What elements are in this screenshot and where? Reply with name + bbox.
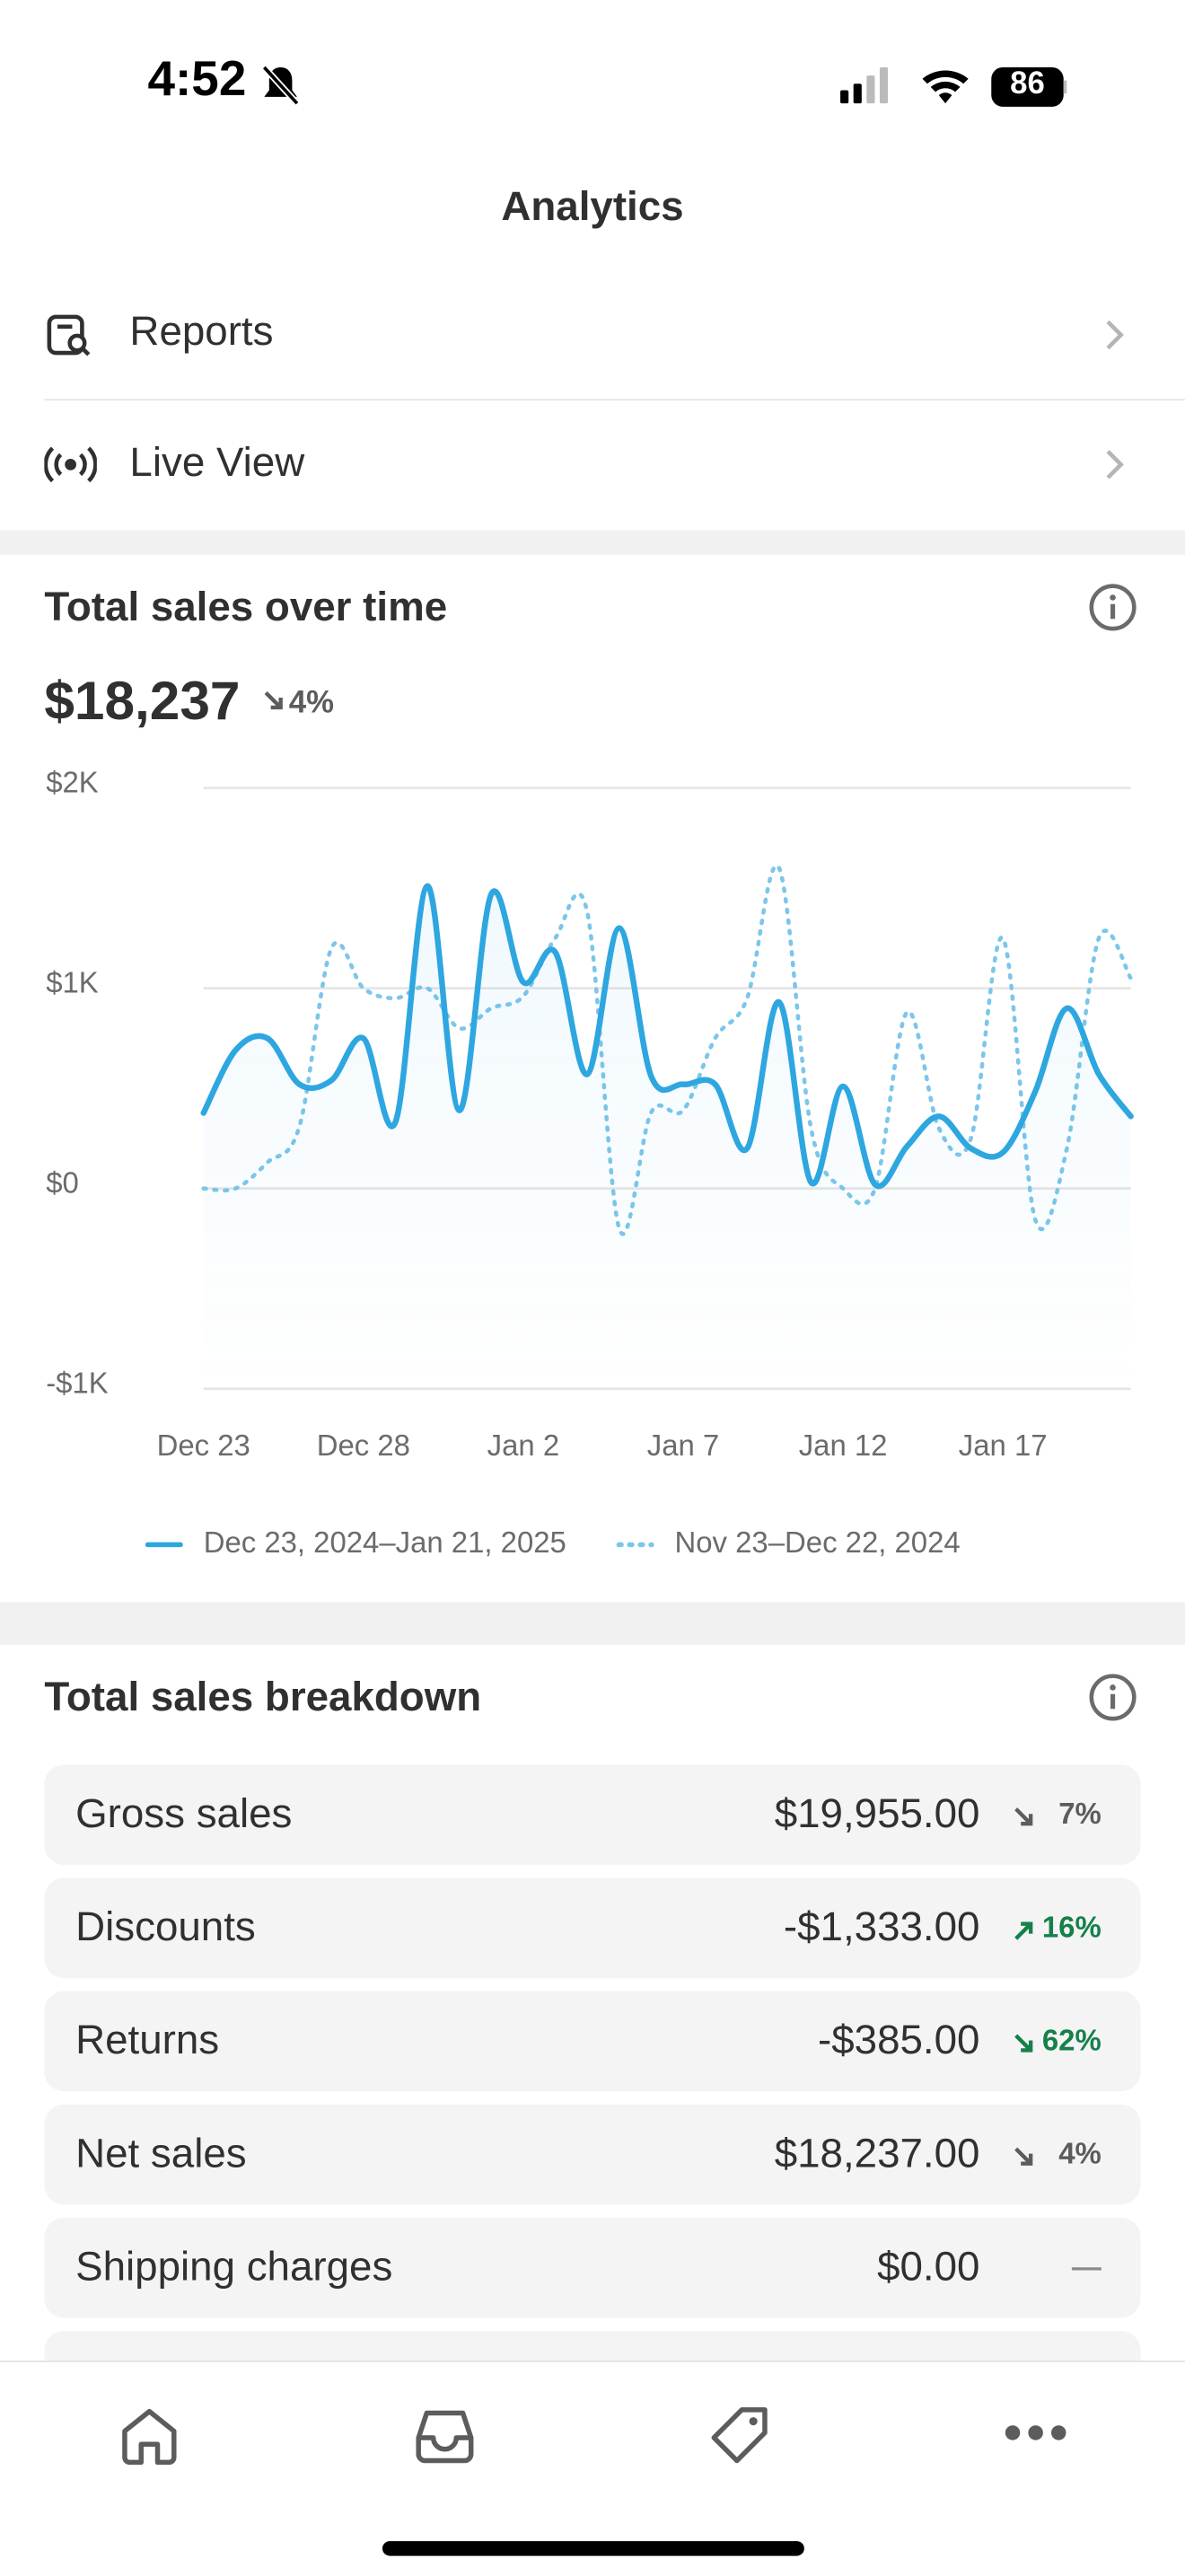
- orders-tab[interactable]: [414, 2405, 476, 2466]
- section-gap: [0, 530, 1185, 555]
- chart: -$1K $0 $1K $2K Dec 23 Dec 28 Jan 2 Jan 7 Jan 12…: [46, 766, 1134, 1559]
- row-change: 62%: [1041, 2024, 1102, 2057]
- section-gap: [0, 1602, 1185, 1645]
- page-title: Analytics: [501, 183, 684, 230]
- chevron: [1106, 320, 1124, 350]
- change-arrow: [1014, 2034, 1033, 2053]
- reports-label: Reports: [129, 308, 274, 355]
- series-line: [200, 883, 1134, 1190]
- status-icons: [840, 66, 1067, 107]
- arrow-glyph: [1014, 1807, 1033, 1826]
- row-amount: -$385.00: [818, 2017, 980, 2064]
- live-view-item[interactable]: Live View: [0, 402, 1185, 527]
- arrow-glyph: [1014, 2147, 1033, 2166]
- row-label: Gross sales: [75, 1790, 293, 1837]
- total-sales: $18,237: [44, 669, 241, 731]
- info-icon[interactable]: [1086, 581, 1139, 634]
- x-tick-label: Jan 17: [959, 1429, 1048, 1462]
- arrow-glyph: [264, 690, 283, 710]
- arrow-glyph: [1014, 1921, 1033, 1940]
- home-indicator: [382, 2541, 804, 2556]
- row-label: Net sales: [75, 2131, 247, 2177]
- home-tab[interactable]: [118, 2405, 180, 2466]
- products-tab[interactable]: [709, 2405, 771, 2466]
- live-view-icon: [44, 446, 97, 483]
- info-icon[interactable]: [1086, 1671, 1139, 1724]
- change-arrow: [1014, 1921, 1033, 1940]
- change-arrow: [264, 690, 283, 710]
- battery-level: 86: [1010, 66, 1045, 102]
- row-amount: $18,237.00: [774, 2131, 980, 2177]
- reports-icon: [47, 314, 91, 356]
- x-tick-label: Jan 7: [647, 1429, 719, 1462]
- y-tick-label: -$1K: [46, 1367, 109, 1400]
- x-tick-label: Dec 28: [317, 1429, 410, 1462]
- row-amount: -$1,333.00: [783, 1903, 980, 1950]
- silent-icon: [261, 65, 300, 106]
- chart-title: Total sales over time: [44, 584, 448, 631]
- breakdown-row: Shipping charges $0.00 —: [44, 2217, 1141, 2318]
- series-line: [201, 863, 1133, 1236]
- x-tick-label: Jan 12: [799, 1429, 888, 1462]
- row-amount: $0.00: [877, 2244, 980, 2290]
- chevron: [1106, 450, 1124, 479]
- row-label: Shipping charges: [75, 2244, 393, 2290]
- y-tick-label: $0: [46, 1166, 79, 1200]
- y-tick-label: $1K: [46, 966, 99, 999]
- total-change: 4%: [288, 686, 334, 721]
- area: [203, 885, 1131, 1389]
- breakdown-row: Net sales $18,237.00 4%: [44, 2104, 1141, 2205]
- row-change: 16%: [1041, 1911, 1102, 1944]
- change-arrow: [1014, 2147, 1033, 2166]
- row-change: 4%: [1058, 2137, 1102, 2170]
- row-label: Discounts: [75, 1903, 256, 1950]
- change-arrow: [1014, 1807, 1033, 1826]
- y-tick-label: $2K: [46, 766, 99, 799]
- x-tick-label: Dec 23: [157, 1429, 250, 1462]
- arrow-glyph: [1014, 2034, 1033, 2053]
- breakdown-row: Gross sales $19,955.00 7%: [44, 1764, 1141, 1865]
- breakdown-row: Returns -$385.00 62%: [44, 1991, 1141, 2092]
- status-time: 4:52: [147, 52, 247, 107]
- more-tab[interactable]: [1005, 2422, 1066, 2445]
- row-change: 7%: [1058, 1797, 1102, 1831]
- row-label: Returns: [75, 2017, 220, 2064]
- x-tick-label: Jan 2: [487, 1429, 559, 1462]
- live-view-label: Live View: [129, 439, 305, 487]
- tab-bar: [0, 2361, 1185, 2576]
- divider: [44, 399, 1185, 401]
- reports-item[interactable]: Reports: [0, 272, 1185, 397]
- breakdown-row: Discounts -$1,333.00 16%: [44, 1877, 1141, 1979]
- breakdown-title: Total sales breakdown: [44, 1674, 482, 1721]
- legend-label: Dec 23, 2024–Jan 21, 2025: [204, 1525, 566, 1559]
- row-amount: $19,955.00: [774, 1790, 980, 1837]
- legend-label: Nov 23–Dec 22, 2024: [675, 1525, 961, 1559]
- row-change: —: [1071, 2250, 1102, 2284]
